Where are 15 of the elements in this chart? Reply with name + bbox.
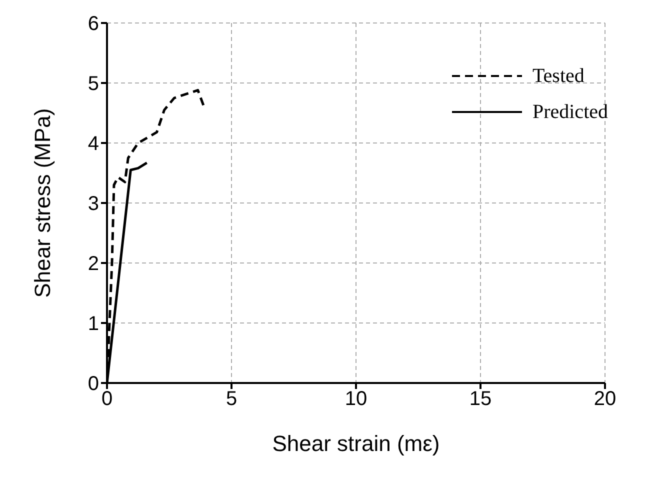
y-axis-title: Shear stress (MPa)	[30, 108, 55, 298]
y-tick-label: 0	[88, 373, 99, 396]
y-tick-label: 3	[88, 193, 99, 216]
legend-label: Tested	[532, 64, 584, 89]
x-axis-title: Shear strain (mε)	[272, 431, 440, 456]
x-tick-label: 15	[469, 388, 492, 410]
x-tick-label: 5	[226, 388, 238, 410]
legend-label: Predicted	[532, 100, 608, 125]
y-tick-label: 2	[88, 253, 99, 276]
y-tick-label: 6	[88, 13, 99, 36]
y-tick-label: 1	[88, 313, 99, 336]
y-tick-label: 4	[88, 133, 99, 156]
x-tick-label: 20	[594, 388, 616, 410]
x-tick-label: 10	[344, 388, 368, 410]
y-tick-label: 5	[88, 73, 99, 96]
